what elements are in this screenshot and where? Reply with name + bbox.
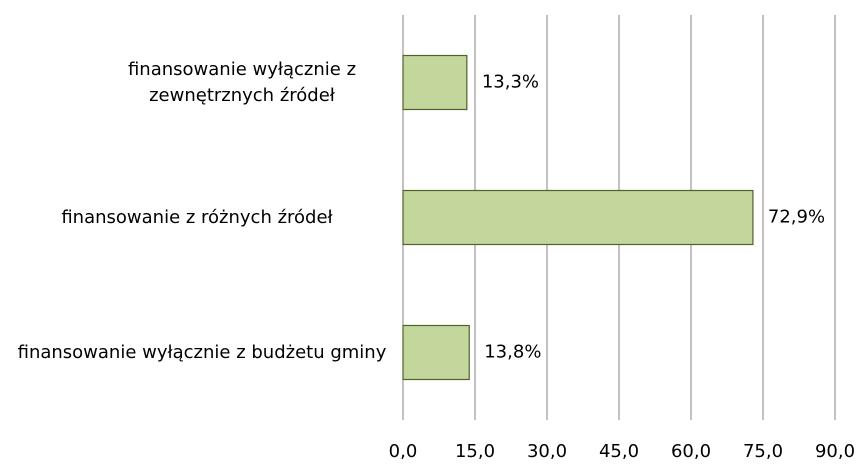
category-label: finansowanie wyłącznie z budżetu gminy <box>17 341 387 363</box>
x-tick-label: 15,0 <box>455 441 495 462</box>
bar <box>402 189 754 246</box>
category-label: finansowanie z różnych źródeł <box>61 206 333 228</box>
bar <box>402 324 470 381</box>
x-tick-label: 75,0 <box>743 441 783 462</box>
data-label: 13,8% <box>484 342 541 363</box>
data-label: 72,9% <box>768 207 825 228</box>
x-tick-label: 45,0 <box>599 441 639 462</box>
data-label: 13,3% <box>482 72 539 93</box>
x-tick-label: 0,0 <box>389 441 418 462</box>
bar <box>402 54 468 111</box>
x-tick-label: 30,0 <box>527 441 567 462</box>
category-label: finansowanie wyłącznie z zewnętrznych źr… <box>127 58 357 106</box>
x-tick-label: 60,0 <box>671 441 711 462</box>
x-tick-label: 90,0 <box>815 441 855 462</box>
